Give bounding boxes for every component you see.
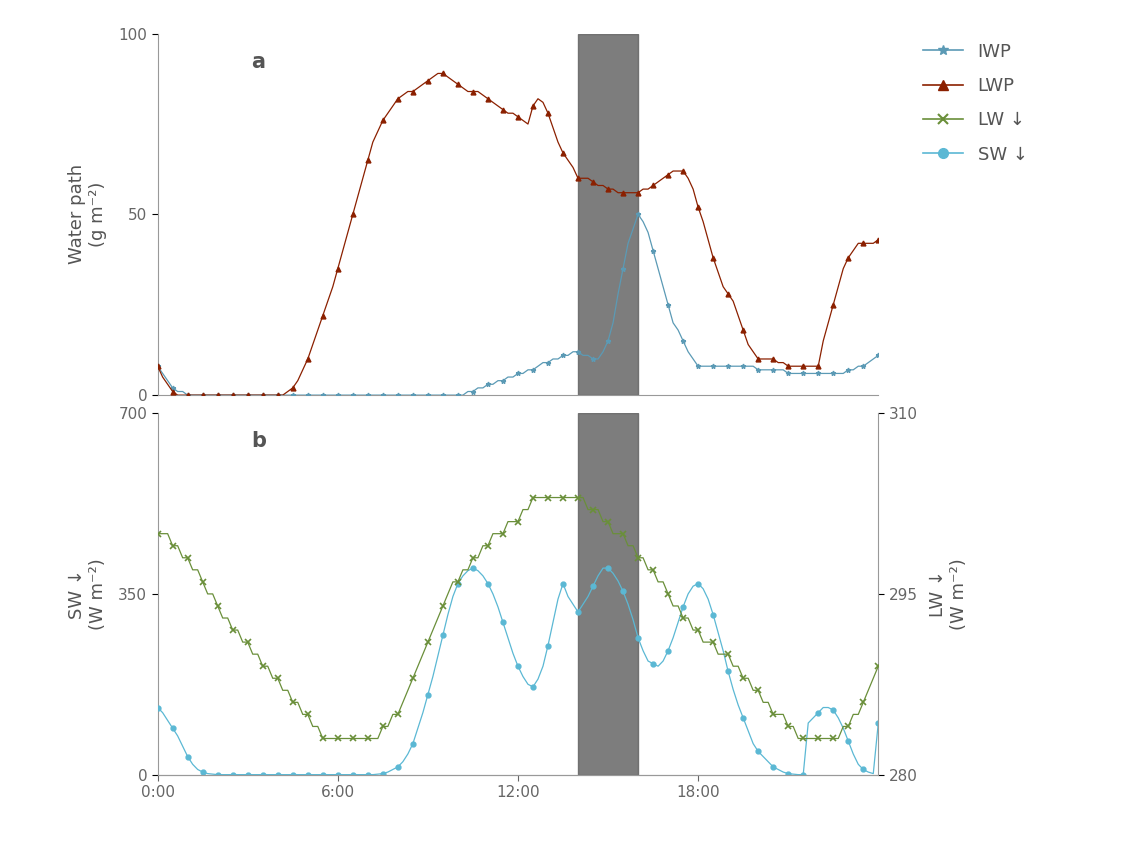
LWP [431, 68, 445, 78]
Legend: IWP, LWP, LW ↓, SW ↓: IWP, LWP, LW ↓, SW ↓ [923, 43, 1028, 163]
IWP [831, 369, 844, 379]
Y-axis label: LW ↓
(W m⁻²): LW ↓ (W m⁻²) [929, 558, 967, 630]
LWP [706, 253, 720, 263]
Bar [578, 34, 638, 395]
IWP [151, 361, 164, 371]
LW ↓ [316, 733, 330, 743]
IWP [706, 361, 720, 371]
LWP [191, 390, 205, 400]
LW ↓ [577, 493, 590, 503]
SW ↓ [577, 600, 590, 610]
LWP [726, 296, 740, 306]
IWP [726, 361, 740, 371]
LW ↓ [706, 637, 720, 647]
SW ↓ [831, 713, 844, 723]
LWP [155, 372, 169, 382]
Text: b: b [251, 431, 267, 451]
LWP [151, 361, 164, 371]
Line: IWP: IWP [155, 212, 881, 397]
LWP [872, 235, 885, 245]
LW ↓ [726, 661, 740, 671]
Line: SW ↓: SW ↓ [155, 566, 881, 777]
Bar [578, 413, 638, 775]
LW ↓ [831, 733, 844, 743]
IWP [571, 347, 584, 357]
IWP [181, 390, 195, 400]
Text: a: a [251, 51, 266, 72]
LWP [577, 173, 590, 184]
LWP [171, 390, 185, 400]
LW ↓ [155, 529, 169, 539]
LWP [831, 281, 844, 291]
LW ↓ [872, 661, 885, 671]
SW ↓ [726, 685, 740, 695]
Line: LW ↓: LW ↓ [155, 495, 881, 741]
Line: LWP: LWP [155, 71, 881, 397]
SW ↓ [706, 610, 720, 620]
SW ↓ [151, 702, 164, 712]
LW ↓ [186, 565, 199, 575]
Y-axis label: SW ↓
(W m⁻²): SW ↓ (W m⁻²) [69, 558, 107, 630]
Y-axis label: Water path
(g m⁻²): Water path (g m⁻²) [69, 164, 107, 264]
SW ↓ [872, 718, 885, 728]
IWP [191, 390, 205, 400]
IWP [155, 369, 169, 379]
SW ↓ [211, 770, 224, 780]
SW ↓ [155, 707, 169, 717]
SW ↓ [466, 563, 480, 573]
LW ↓ [526, 493, 539, 503]
IWP [872, 350, 885, 360]
LW ↓ [151, 529, 164, 539]
SW ↓ [186, 759, 199, 770]
IWP [632, 210, 645, 220]
